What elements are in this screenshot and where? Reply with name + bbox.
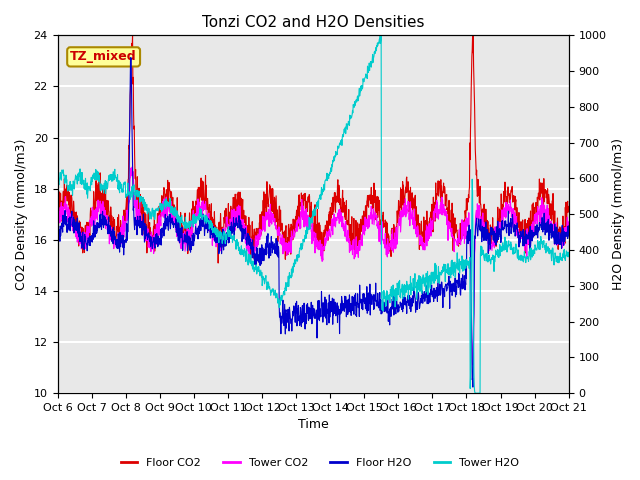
Tower H2O: [565, 250, 573, 255]
Floor H2O: [127, 55, 134, 60]
Floor CO2: [129, 33, 136, 38]
Floor CO2: [93, 193, 101, 199]
Tower H2O: [54, 180, 61, 186]
Floor H2O: [93, 219, 101, 225]
Floor H2O: [271, 251, 278, 256]
Floor CO2: [54, 204, 61, 210]
Line: Tower H2O: Tower H2O: [58, 36, 569, 393]
Floor H2O: [291, 309, 298, 315]
X-axis label: Time: Time: [298, 419, 328, 432]
Floor CO2: [291, 217, 299, 223]
Legend: Floor CO2, Tower CO2, Floor H2O, Tower H2O: Floor CO2, Tower CO2, Floor H2O, Tower H…: [116, 453, 524, 472]
Floor H2O: [345, 309, 353, 314]
Tower H2O: [93, 168, 101, 174]
Floor CO2: [565, 207, 573, 213]
Floor CO2: [214, 260, 222, 266]
Floor CO2: [271, 217, 279, 223]
Line: Floor H2O: Floor H2O: [58, 58, 569, 387]
Tower CO2: [345, 240, 353, 245]
Floor H2O: [54, 240, 61, 246]
Floor CO2: [114, 215, 122, 220]
Y-axis label: H2O Density (mmol/m3): H2O Density (mmol/m3): [612, 138, 625, 290]
Floor CO2: [282, 226, 289, 231]
Tower H2O: [114, 186, 122, 192]
Floor H2O: [282, 331, 289, 337]
Tower H2O: [291, 264, 298, 270]
Floor CO2: [345, 227, 353, 233]
Text: TZ_mixed: TZ_mixed: [70, 50, 137, 63]
Tower H2O: [344, 119, 352, 124]
Floor H2O: [469, 384, 477, 390]
Line: Floor CO2: Floor CO2: [58, 36, 569, 263]
Tower CO2: [565, 228, 573, 234]
Tower H2O: [281, 285, 289, 291]
Y-axis label: CO2 Density (mmol/m3): CO2 Density (mmol/m3): [15, 139, 28, 290]
Tower CO2: [54, 231, 61, 237]
Title: Tonzi CO2 and H2O Densities: Tonzi CO2 and H2O Densities: [202, 15, 424, 30]
Tower CO2: [93, 204, 101, 210]
Tower CO2: [282, 248, 289, 254]
Tower H2O: [271, 290, 278, 296]
Tower CO2: [114, 237, 122, 243]
Tower CO2: [291, 234, 298, 240]
Tower CO2: [468, 362, 476, 368]
Line: Tower CO2: Tower CO2: [58, 167, 569, 365]
Tower H2O: [376, 33, 384, 38]
Tower CO2: [129, 164, 136, 170]
Floor H2O: [565, 223, 573, 229]
Tower H2O: [476, 390, 484, 396]
Tower CO2: [271, 216, 278, 221]
Floor H2O: [114, 246, 122, 252]
